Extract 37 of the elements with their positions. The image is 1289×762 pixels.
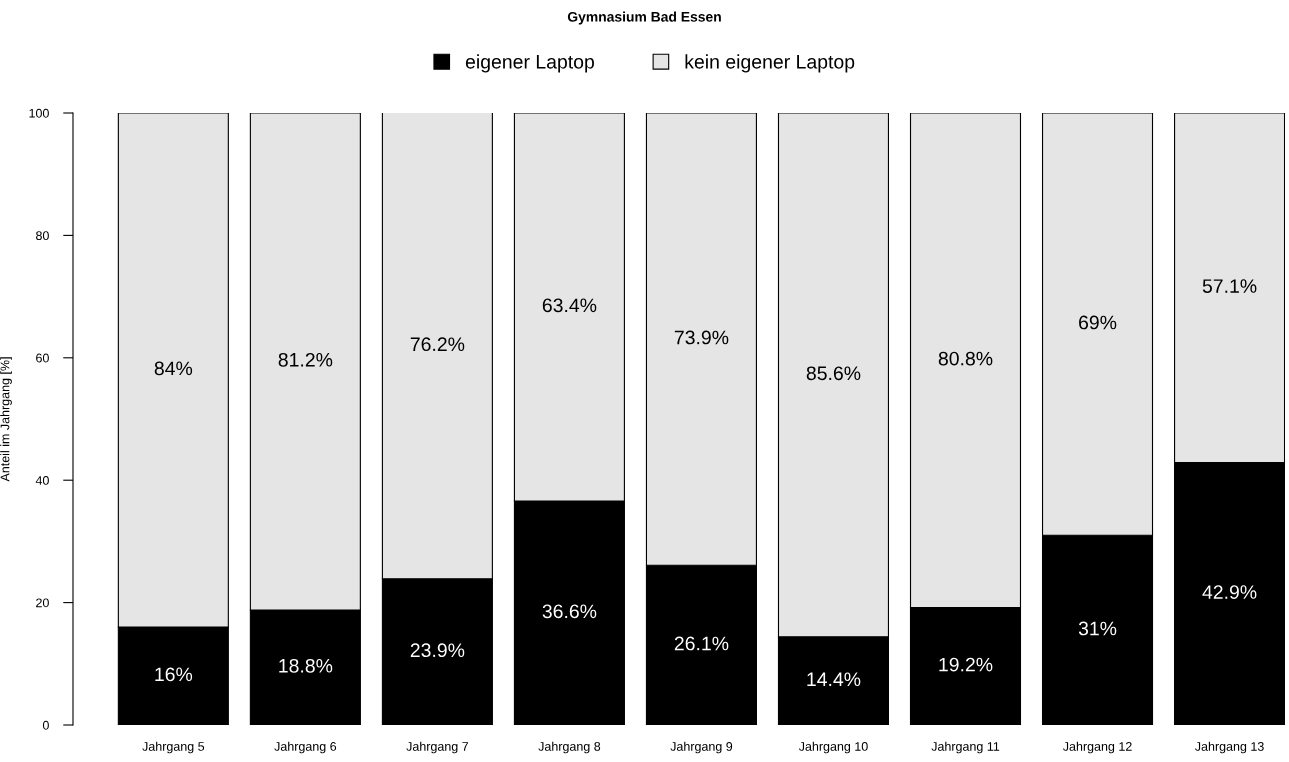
- x-tick-label: Jahrgang 13: [1195, 741, 1264, 754]
- y-tick-label: 20: [36, 598, 49, 608]
- legend-label: kein eigener Laptop: [685, 54, 855, 73]
- x-tick-label: Jahrgang 11: [931, 741, 1000, 754]
- legend-label: eigener Laptop: [465, 54, 594, 73]
- data-label: 19.2%: [939, 657, 993, 672]
- data-label: 80.8%: [938, 351, 993, 366]
- y-tick-label: 80: [36, 231, 49, 241]
- data-label: 84%: [154, 361, 193, 376]
- data-label: 26.1%: [674, 636, 729, 651]
- chart-title: Gymnasium Bad Essen: [567, 11, 721, 25]
- data-label: 14.4%: [807, 672, 861, 687]
- data-label: 42.9%: [1202, 585, 1257, 599]
- x-tick-label: Jahrgang 6: [274, 741, 337, 754]
- data-label: 18.8%: [279, 658, 333, 673]
- y-tick-label: 0: [42, 720, 49, 730]
- data-label: 69%: [1079, 315, 1117, 330]
- data-label: 31%: [1078, 621, 1117, 636]
- y-tick-label: 40: [35, 476, 49, 485]
- x-tick-label: Jahrgang 12: [1062, 741, 1132, 754]
- data-label: 23.9%: [410, 643, 465, 658]
- data-label: 16%: [155, 667, 193, 682]
- x-tick-label: Jahrgang 8: [538, 741, 601, 754]
- data-label: 85.6%: [806, 366, 861, 381]
- data-label: 81.2%: [278, 352, 333, 367]
- data-label: 76.2%: [410, 337, 465, 352]
- x-tick-label: Jahrgang 9: [670, 741, 733, 754]
- y-tick-label: 100: [29, 108, 49, 118]
- x-tick-label: Jahrgang 7: [406, 741, 469, 754]
- data-label: 36.6%: [542, 604, 597, 619]
- data-label: 63.4%: [542, 298, 597, 313]
- data-label: 57.1%: [1202, 279, 1257, 293]
- x-tick-label: Jahrgang 10: [798, 741, 868, 754]
- y-tick-label: 60: [36, 353, 49, 363]
- y-axis-title: Anteil im Jahrgang [%]: [0, 357, 12, 482]
- x-tick-label: Jahrgang 5: [142, 741, 205, 754]
- data-label: 73.9%: [674, 330, 729, 345]
